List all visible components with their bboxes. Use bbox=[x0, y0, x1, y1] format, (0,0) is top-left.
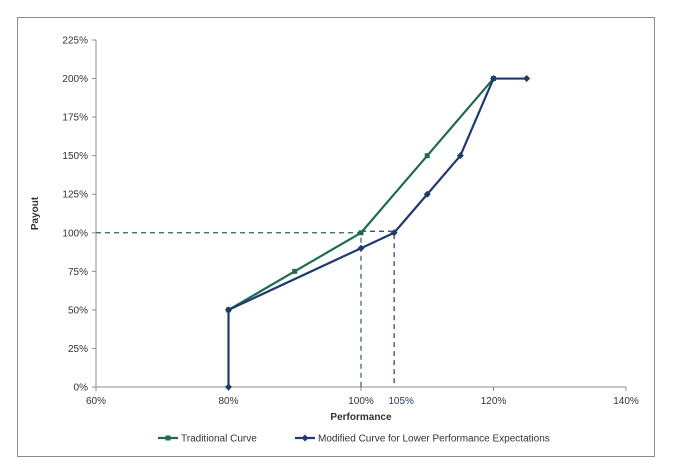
legend-label: Traditional Curve bbox=[181, 434, 257, 445]
y-tick-label: 125% bbox=[62, 190, 88, 201]
chart-ticks: 0% 25% 50% 75% 100% 125% 150% 175% 200% 225% 60% 80… bbox=[62, 36, 638, 408]
series-point-diamond bbox=[523, 75, 531, 83]
series-point-diamond bbox=[390, 229, 398, 237]
x-tick-label: 60% bbox=[86, 396, 106, 407]
chart-axes bbox=[95, 40, 626, 388]
x-axis-title: Performance bbox=[330, 412, 392, 423]
legend-swatch-marker bbox=[301, 434, 309, 442]
chart-series bbox=[225, 75, 531, 391]
series-point-diamond bbox=[456, 152, 464, 160]
y-tick-label: 0% bbox=[74, 383, 89, 394]
series-point-diamond bbox=[490, 75, 497, 83]
y-tick-label: 200% bbox=[62, 74, 88, 85]
chart-legend: Traditional Curve Modified Curve for Lowe… bbox=[158, 434, 550, 445]
x-tick-label: 120% bbox=[481, 396, 507, 407]
y-tick-label: 100% bbox=[62, 228, 88, 239]
reference-dashed-line bbox=[361, 230, 395, 387]
series-point-diamond bbox=[225, 383, 232, 391]
series-point-diamond bbox=[357, 244, 365, 252]
y-tick-label: 150% bbox=[62, 151, 88, 162]
x-tick-label-extra: 105% bbox=[388, 396, 414, 407]
series-point-square bbox=[358, 230, 364, 236]
y-tick-label: 25% bbox=[68, 344, 88, 355]
x-tick-label: 140% bbox=[613, 396, 639, 407]
x-tick-label: 100% bbox=[348, 396, 374, 407]
x-tick-label: 80% bbox=[218, 396, 238, 407]
series-line-2 bbox=[227, 77, 527, 387]
chart-frame: 0% 25% 50% 75% 100% 125% 150% 175% 200% 225% 60% 80… bbox=[17, 17, 655, 457]
series-point-square bbox=[292, 268, 298, 274]
legend-swatch-marker bbox=[165, 435, 171, 441]
series-point-diamond bbox=[225, 306, 232, 314]
y-tick-label: 175% bbox=[62, 113, 88, 124]
series-point-diamond bbox=[423, 190, 431, 198]
legend-label: Modified Curve for Lower Performance Exp… bbox=[318, 434, 550, 445]
y-tick-label: 75% bbox=[68, 267, 88, 278]
chart-canvas: 0% 25% 50% 75% 100% 125% 150% 175% 200% 225% 60% 80… bbox=[30, 36, 639, 445]
y-axis-title: Payout bbox=[30, 196, 41, 230]
y-tick-label: 225% bbox=[62, 36, 88, 47]
y-tick-label: 50% bbox=[68, 305, 88, 316]
series-point-square bbox=[424, 153, 430, 159]
